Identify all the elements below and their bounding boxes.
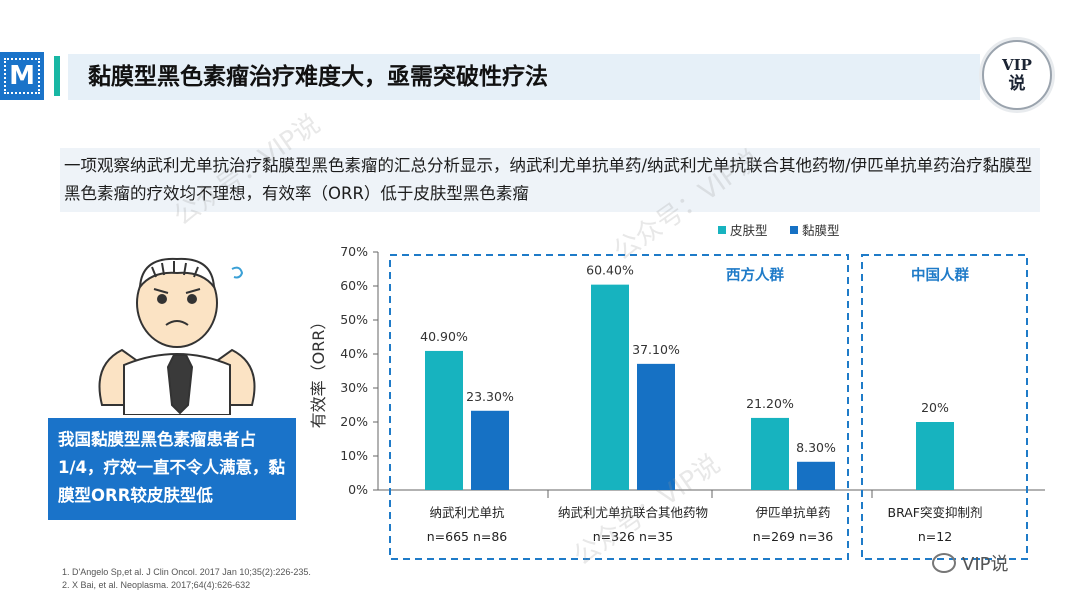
legend-swatch xyxy=(790,226,798,234)
y-tick-label: 60% xyxy=(340,278,368,293)
x-category-label: 纳武利尤单抗联合其他药物 xyxy=(558,505,708,520)
footer-brand: VIP说 xyxy=(932,550,1008,576)
y-tick-label: 20% xyxy=(340,414,368,429)
bar-data-label: 21.20% xyxy=(746,396,794,411)
x-category-label: BRAF突变抑制剂 xyxy=(888,505,983,520)
y-tick-label: 70% xyxy=(340,244,368,259)
bar-data-label: 8.30% xyxy=(796,440,836,455)
y-tick-label: 30% xyxy=(340,380,368,395)
group-box xyxy=(389,254,849,560)
intro-box xyxy=(60,148,1040,212)
brand-logo-letter: M xyxy=(4,58,40,94)
reference-1: 1. D'Angelo Sp,et al. J Clin Oncol. 2017… xyxy=(62,567,311,577)
group-box xyxy=(861,254,1028,560)
bar-mucosal xyxy=(637,363,675,490)
bar-cutaneous xyxy=(591,284,629,490)
legend-swatch xyxy=(718,226,726,234)
legend-label: 黏膜型 xyxy=(802,223,840,238)
bar-data-label: 23.30% xyxy=(466,389,514,404)
y-tick-label: 0% xyxy=(348,482,368,497)
wechat-icon xyxy=(932,553,956,573)
vip-badge-line1: VIP xyxy=(1002,56,1032,74)
bar-data-label: 20% xyxy=(921,400,949,415)
legend-label: 皮肤型 xyxy=(730,223,768,238)
x-category-n-label: n=665 n=86 xyxy=(427,529,508,544)
x-category-n-label: n=12 xyxy=(918,529,952,544)
title-accent-bar xyxy=(54,56,60,96)
bar-mucosal xyxy=(471,410,509,490)
y-tick-label: 50% xyxy=(340,312,368,327)
intro-text: 一项观察纳武利尤单抗治疗黏膜型黑色素瘤的汇总分析显示，纳武利尤单抗单药/纳武利尤… xyxy=(64,156,1033,203)
x-category-n-label: n=269 n=36 xyxy=(753,529,834,544)
reference-2: 2. X Bai, et al. Neoplasma. 2017;64(4):6… xyxy=(62,580,251,590)
bar-data-label: 40.90% xyxy=(420,329,468,344)
bar-cutaneous xyxy=(916,422,954,490)
page-title: 黏膜型黑色素瘤治疗难度大，亟需突破性疗法 xyxy=(88,64,548,90)
worried-man-illustration xyxy=(98,257,256,415)
y-tick-label: 10% xyxy=(340,448,368,463)
x-category-n-label: n=326 n=35 xyxy=(593,529,674,544)
bar-data-label: 60.40% xyxy=(586,263,634,278)
bar-cutaneous xyxy=(425,350,463,490)
y-axis-label: 有效率（ORR） xyxy=(309,314,328,429)
y-tick-label: 40% xyxy=(340,346,368,361)
callout-box: 我国黏膜型黑色素瘤患者占1/4，疗效一直不令人满意，黏膜型ORR较皮肤型低 xyxy=(48,418,296,520)
group-label: 西方人群 xyxy=(726,266,784,284)
references: 1. D'Angelo Sp,et al. J Clin Oncol. 2017… xyxy=(62,566,311,592)
bar-data-label: 37.10% xyxy=(632,342,680,357)
title-bar xyxy=(68,54,980,100)
bar-cutaneous xyxy=(751,417,789,490)
brand-logo: M xyxy=(0,52,44,100)
group-label: 中国人群 xyxy=(911,266,969,284)
vip-badge: VIP 说 xyxy=(982,40,1052,110)
x-category-label: 伊匹单抗单药 xyxy=(755,505,830,520)
footer-brand-text: VIP说 xyxy=(962,554,1009,575)
x-category-label: 纳武利尤单抗 xyxy=(429,505,505,520)
callout-text: 我国黏膜型黑色素瘤患者占1/4，疗效一直不令人满意，黏膜型ORR较皮肤型低 xyxy=(58,430,285,505)
bar-mucosal xyxy=(797,461,835,490)
vip-badge-line2: 说 xyxy=(1008,74,1026,94)
